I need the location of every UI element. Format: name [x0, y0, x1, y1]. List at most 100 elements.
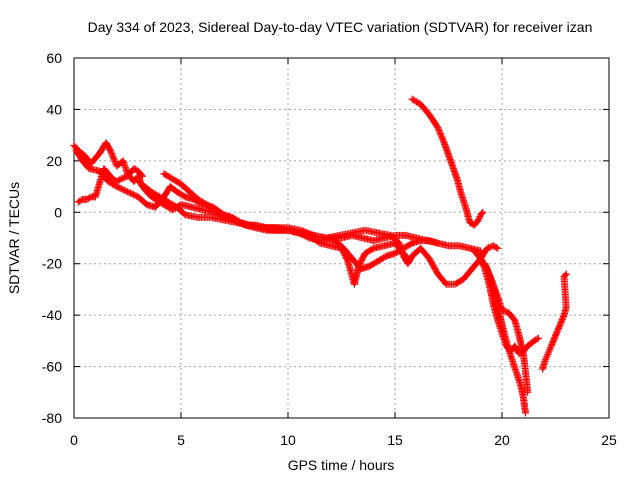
data-point [485, 271, 493, 279]
plot-frame [73, 57, 610, 419]
data-point [533, 335, 541, 343]
x-tick-label: 5 [177, 432, 185, 448]
data-point [435, 127, 443, 135]
data-point [534, 334, 542, 342]
data-point [438, 134, 446, 142]
series-track-j [539, 270, 570, 373]
data-point [124, 188, 131, 196]
data-point [117, 175, 125, 183]
y-axis-label: SDTVAR / TECUs [6, 182, 22, 294]
data-point [549, 338, 557, 346]
data-point [436, 130, 444, 138]
data-point [556, 320, 564, 328]
data-point [119, 186, 127, 194]
data-point [117, 185, 125, 193]
data-point [116, 176, 124, 184]
data-point [483, 266, 491, 274]
data-point [559, 314, 567, 322]
data-point [122, 187, 130, 195]
data-point [552, 330, 560, 338]
data-point [476, 254, 484, 262]
data-point [555, 323, 563, 331]
data-point [553, 329, 561, 337]
data-point [483, 244, 491, 252]
data-point [541, 357, 549, 365]
data-point [550, 335, 558, 343]
data-point [109, 153, 117, 161]
data-point [474, 249, 482, 257]
data-point [501, 307, 509, 315]
data-point [476, 253, 484, 261]
data-point [125, 188, 133, 196]
data-point [485, 269, 493, 277]
y-tick-label: -20 [42, 256, 62, 272]
data-point [434, 125, 442, 133]
x-axis-label: GPS time / hours [288, 457, 395, 473]
y-tick-label: 0 [54, 204, 62, 220]
y-tick-label: -40 [42, 307, 62, 323]
y-tick-label: 20 [46, 153, 62, 169]
data-point [478, 210, 486, 218]
data-point [114, 183, 122, 191]
data-point [547, 342, 555, 350]
data-marks [70, 95, 570, 417]
series-track-h [481, 260, 532, 396]
data-point [440, 137, 448, 145]
data-point [500, 307, 508, 315]
data-point [561, 271, 569, 279]
series-track-i [74, 165, 146, 206]
data-point [554, 326, 562, 334]
data-point [550, 336, 558, 344]
data-point [544, 349, 552, 357]
data-point [486, 272, 494, 280]
data-point [437, 131, 445, 139]
data-point [546, 345, 554, 353]
data-point [108, 151, 116, 159]
data-point [128, 190, 136, 198]
data-point [119, 174, 127, 182]
data-point [562, 270, 570, 278]
data-point [558, 316, 566, 324]
data-point [542, 356, 550, 364]
series-track-d [160, 170, 502, 288]
data-point [438, 133, 446, 141]
data-point [479, 208, 487, 216]
data-point [477, 256, 485, 264]
y-tick-label: -60 [42, 359, 62, 375]
data-point [545, 347, 553, 355]
data-point [111, 157, 119, 165]
data-point [475, 214, 483, 222]
data-point [106, 147, 114, 155]
data-point [485, 244, 493, 252]
data-point [110, 154, 118, 162]
data-point [138, 172, 146, 180]
x-tick-label: 20 [494, 432, 510, 448]
data-point [548, 341, 556, 349]
x-tick-label: 15 [387, 432, 403, 448]
data-point [487, 274, 495, 282]
data-point [557, 318, 565, 326]
y-tick-label: -80 [42, 410, 62, 426]
data-point [498, 306, 506, 314]
data-point [368, 245, 376, 253]
data-point [436, 128, 444, 136]
series-track-e [408, 95, 487, 229]
data-point [474, 216, 482, 224]
data-point [127, 189, 135, 197]
data-point [548, 339, 556, 347]
data-point [439, 136, 447, 144]
data-point [551, 333, 559, 341]
data-point [110, 156, 118, 164]
data-point [553, 327, 561, 335]
data-point [343, 256, 351, 264]
data-point [484, 267, 492, 275]
data-point [542, 354, 550, 362]
data-point [524, 388, 532, 396]
y-tick-label: 40 [46, 101, 62, 117]
x-tick-label: 10 [280, 432, 296, 448]
data-point [483, 264, 491, 272]
data-point [130, 191, 138, 199]
data-point [547, 344, 555, 352]
data-point [120, 186, 128, 194]
data-point [559, 313, 567, 321]
